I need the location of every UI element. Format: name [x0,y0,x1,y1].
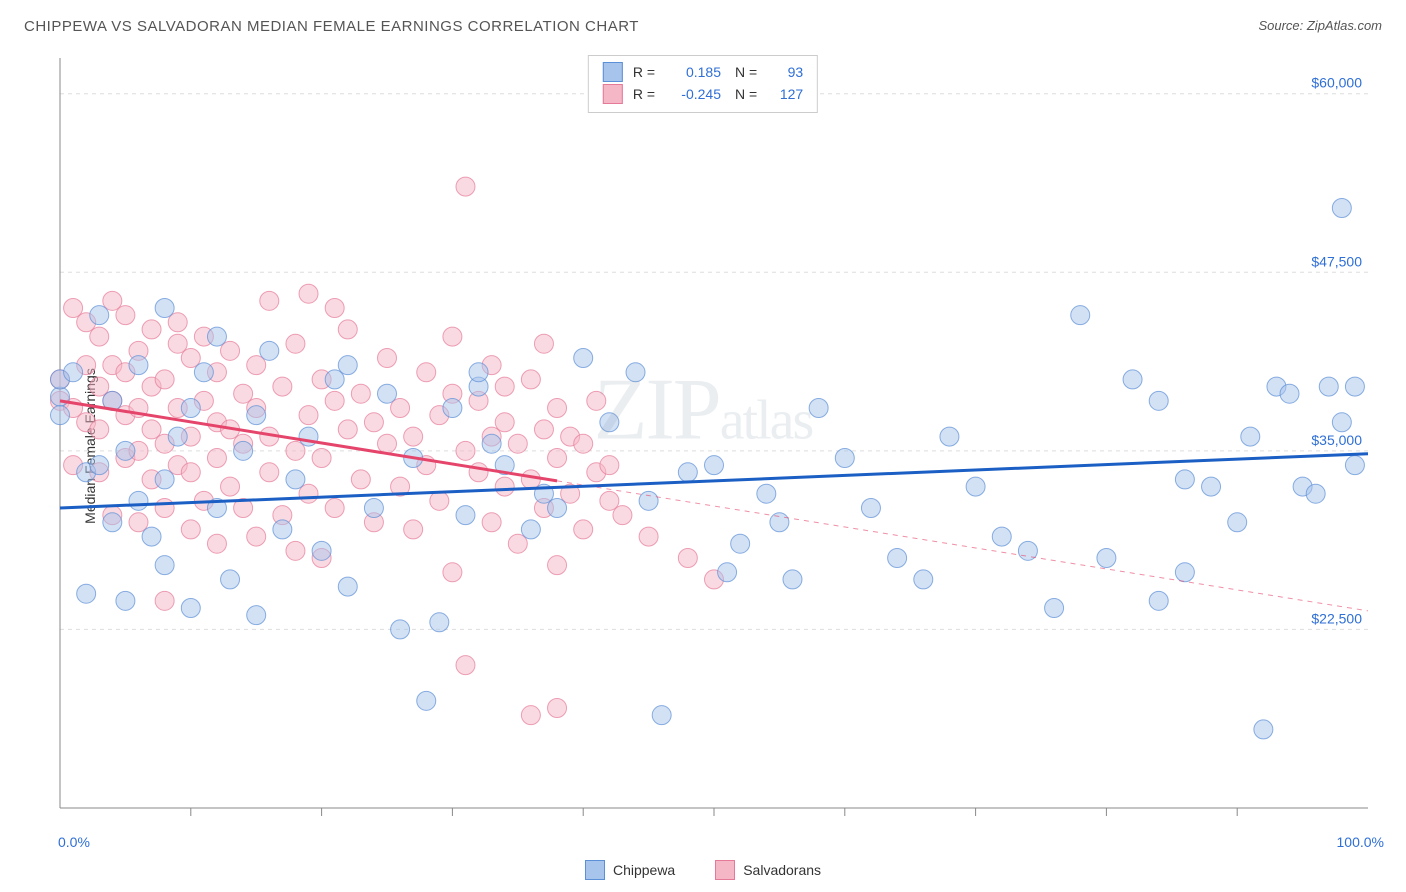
x-max-label: 100.0% [1337,834,1384,850]
chart-svg: $22,500 $35,000 $47,500 $60,000 [48,50,1382,830]
swatch-series1 [603,62,623,82]
legend: Chippewa Salvadorans [0,860,1406,880]
chart-source: Source: ZipAtlas.com [1258,18,1382,33]
r-value-series2: -0.245 [665,86,721,102]
svg-text:$22,500: $22,500 [1311,610,1362,626]
r-value-series1: 0.185 [665,64,721,80]
legend-item-series1: Chippewa [585,860,675,880]
svg-text:$35,000: $35,000 [1311,432,1362,448]
correlation-chart: $22,500 $35,000 $47,500 $60,000 [48,50,1382,830]
swatch-series2 [715,860,735,880]
x-axis-labels: 0.0% 100.0% [48,834,1384,854]
n-label: N = [735,64,757,80]
n-label: N = [735,86,757,102]
legend-item-series2: Salvadorans [715,860,821,880]
stats-row-series1: R = 0.185 N = 93 [603,62,803,82]
chart-title: CHIPPEWA VS SALVADORAN MEDIAN FEMALE EAR… [24,18,639,35]
r-label: R = [633,86,655,102]
n-value-series2: 127 [767,86,803,102]
stats-row-series2: R = -0.245 N = 127 [603,84,803,104]
n-value-series1: 93 [767,64,803,80]
swatch-series1 [585,860,605,880]
stats-legend: R = 0.185 N = 93 R = -0.245 N = 127 [588,55,818,113]
svg-text:$60,000: $60,000 [1311,75,1362,91]
svg-text:$47,500: $47,500 [1311,253,1362,269]
x-min-label: 0.0% [58,834,90,850]
legend-label-series2: Salvadorans [743,862,821,878]
r-label: R = [633,64,655,80]
swatch-series2 [603,84,623,104]
legend-label-series1: Chippewa [613,862,675,878]
